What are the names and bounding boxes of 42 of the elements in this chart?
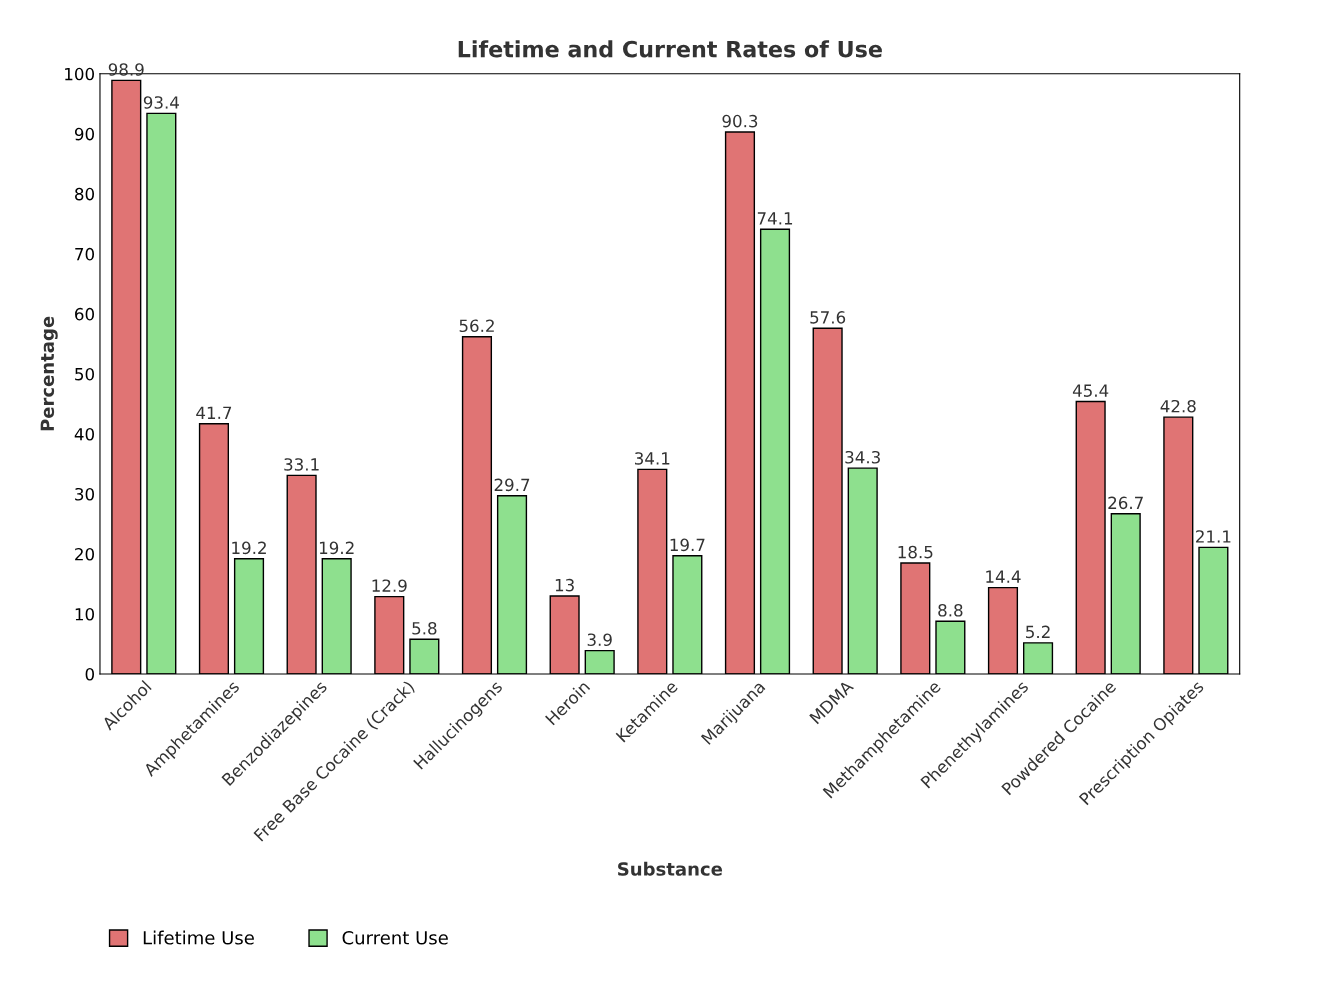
y-tick-label: 70	[75, 247, 95, 261]
data-label: 29.7	[494, 478, 530, 492]
y-tick-label: 40	[74, 427, 95, 441]
legend-label: Current Use	[342, 930, 448, 945]
data-label: 21.1	[1196, 530, 1231, 543]
data-label: 14.4	[986, 570, 1021, 583]
data-label: 93.4	[143, 96, 179, 109]
data-label: 5.8	[412, 622, 437, 635]
data-label: 34.3	[845, 450, 880, 464]
data-label: 19.7	[670, 538, 705, 552]
y-tick-label: 10	[75, 607, 95, 621]
data-label: 3.9	[587, 633, 612, 647]
data-label: 74.1	[757, 212, 793, 225]
data-label: 5.2	[1026, 625, 1050, 639]
y-tick-label: 100	[65, 67, 95, 81]
y-tick-label: 0	[85, 668, 95, 681]
data-label: 45.4	[1072, 384, 1109, 397]
y-tick-label: 90	[74, 127, 95, 141]
y-tick-label: 50	[75, 367, 95, 381]
x-axis-title: Substance	[618, 861, 723, 876]
data-label: 42.8	[1160, 399, 1196, 413]
data-label: 56.2	[459, 319, 494, 333]
data-label: 90.3	[722, 114, 758, 128]
data-label: 19.2	[319, 541, 354, 555]
data-label: 34.1	[635, 452, 670, 465]
data-label: 12.9	[372, 579, 407, 592]
y-tick-label: 30	[75, 487, 95, 501]
data-label: 98.9	[108, 63, 144, 76]
data-label: 13	[555, 578, 574, 592]
data-label: 57.6	[810, 311, 846, 324]
data-label: 8.8	[938, 603, 963, 617]
data-label: 18.5	[898, 545, 933, 559]
legend-label: Lifetime Use	[143, 930, 254, 945]
y-axis-title: Percentage	[40, 316, 58, 431]
y-tick-label: 60	[75, 307, 95, 321]
data-label: 19.2	[232, 541, 266, 555]
data-label: 41.7	[196, 406, 232, 419]
y-tick-label: 80	[75, 187, 95, 201]
data-label: 33.1	[284, 458, 319, 471]
y-tick-label: 20	[75, 547, 95, 561]
data-label: 26.7	[1108, 496, 1143, 510]
chart-title: Lifetime and Current Rates of Use	[458, 40, 882, 58]
